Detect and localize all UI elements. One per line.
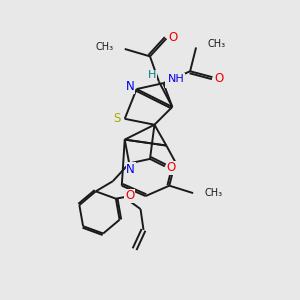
Text: CH₃: CH₃ [204, 188, 223, 198]
Text: N: N [166, 74, 174, 87]
Text: O: O [214, 72, 224, 85]
Text: S: S [114, 112, 121, 125]
Text: O: O [168, 31, 178, 44]
Text: CH₃: CH₃ [207, 39, 226, 49]
Text: O: O [167, 161, 176, 174]
Text: N: N [126, 163, 135, 176]
Text: CH₃: CH₃ [95, 42, 113, 52]
Text: H: H [148, 70, 157, 80]
Text: NH: NH [168, 74, 184, 84]
Text: N: N [126, 80, 134, 93]
Text: O: O [125, 189, 134, 202]
